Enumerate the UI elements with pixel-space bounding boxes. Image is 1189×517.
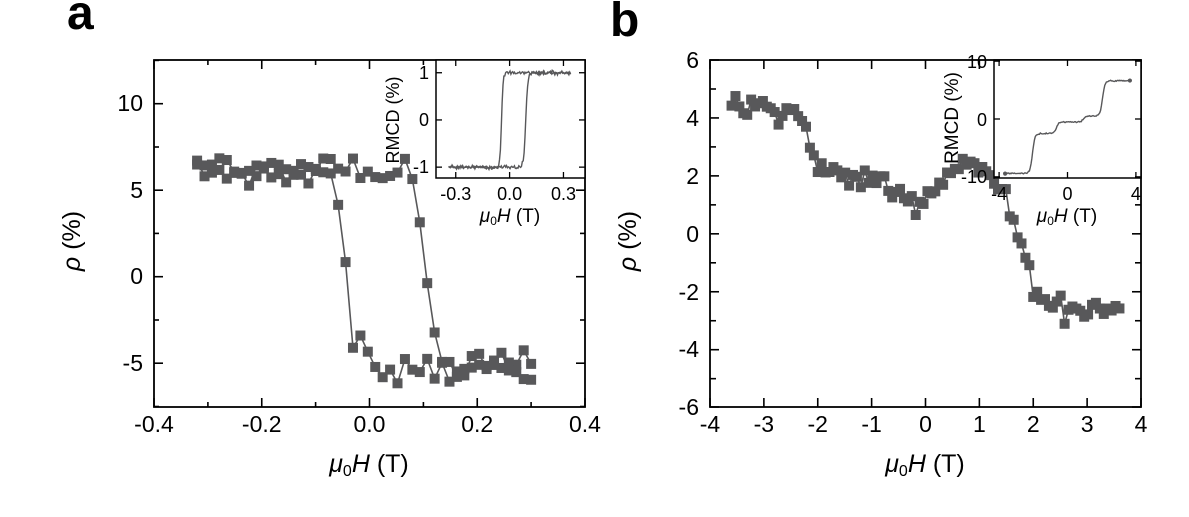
svg-text:-2: -2 [808,411,828,437]
svg-text:μ0H (T): μ0H (T) [328,450,409,480]
svg-text:0: 0 [919,411,932,437]
svg-text:RMCD (%): RMCD (%) [383,77,403,164]
svg-text:-0.4: -0.4 [134,411,174,437]
svg-text:-5: -5 [123,350,143,376]
svg-text:10: 10 [117,90,143,116]
svg-text:1: 1 [419,63,429,83]
svg-text:μ0H (T): μ0H (T) [884,450,965,480]
svg-text:-2: -2 [679,279,699,305]
svg-text:-0.3: -0.3 [440,184,471,204]
svg-text:-4: -4 [991,184,1007,204]
svg-text:0.0: 0.0 [497,184,522,204]
svg-text:-1: -1 [413,157,429,177]
svg-text:RMCD (%): RMCD (%) [942,72,963,164]
svg-text:0.4: 0.4 [569,411,601,437]
svg-text:4: 4 [1131,184,1141,204]
svg-text:5: 5 [130,177,143,203]
svg-text:-3: -3 [754,411,774,437]
svg-text:0: 0 [686,221,699,247]
svg-text:6: 6 [686,47,699,73]
svg-text:ρ (%): ρ (%) [614,211,642,272]
svg-text:μ0H (T): μ0H (T) [479,206,540,228]
svg-text:-4: -4 [679,336,700,362]
svg-text:0.3: 0.3 [551,184,576,204]
svg-text:-1: -1 [861,411,881,437]
svg-text:0.0: 0.0 [354,411,386,437]
svg-text:2: 2 [686,163,699,189]
svg-text:10: 10 [967,52,987,72]
svg-text:0: 0 [977,110,987,130]
svg-text:4: 4 [686,105,699,131]
svg-text:4: 4 [1135,411,1148,437]
svg-text:0: 0 [130,263,143,289]
svg-text:0: 0 [419,110,429,130]
svg-text:0: 0 [1062,184,1072,204]
svg-text:-6: -6 [679,394,699,420]
svg-text:0.2: 0.2 [461,411,493,437]
svg-text:ρ (%): ρ (%) [58,211,86,272]
svg-text:-10: -10 [961,167,987,187]
svg-text:μ0H (T): μ0H (T) [1036,206,1097,228]
svg-text:-0.2: -0.2 [242,411,282,437]
svg-text:b: b [610,0,639,47]
svg-text:2: 2 [1027,411,1040,437]
svg-text:3: 3 [1081,411,1094,437]
svg-text:-4: -4 [700,411,721,437]
svg-text:a: a [67,0,94,40]
svg-text:1: 1 [973,411,986,437]
